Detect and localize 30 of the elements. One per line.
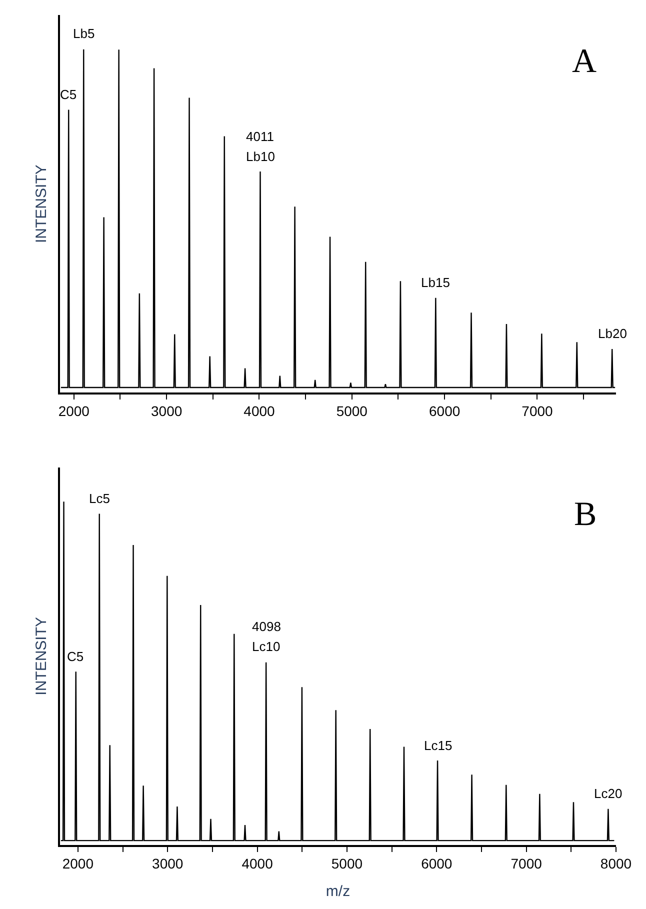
annotation: C5 [60,87,77,102]
annotation: Lb20 [598,326,627,341]
annotation: C5 [67,649,84,664]
x-tick-label: 5000 [331,856,363,872]
x-tick-label: 4000 [242,856,274,872]
x-tick-label: 3000 [152,856,184,872]
x-tick-label: 5000 [336,403,368,420]
annotation: Lc5 [89,491,110,506]
annotation: Lc10 [252,639,280,654]
annotation: Lc15 [424,738,452,753]
x-tick-label: 8000 [600,856,632,872]
x-tick-label: 7000 [522,403,554,420]
annotation: B [574,496,597,533]
annotation: 4098 [252,619,281,634]
y-axis-title: INTENSITY [33,617,50,696]
annotation: Lc20 [594,786,622,801]
x-tick-label: 4000 [244,403,276,420]
annotation: 4011 [246,129,274,144]
x-tick-label: 6000 [428,403,460,420]
x-tick-label: 7000 [510,856,542,872]
x-tick-label: 2000 [62,856,94,872]
x-tick-label: 6000 [421,856,452,872]
annotation: A [572,43,597,80]
annotation: Lb5 [73,26,95,41]
x-axis-title: m/z [326,883,350,900]
annotation: Lb15 [421,275,450,290]
annotation: Lb10 [246,149,275,164]
x-tick-label: 3000 [150,403,182,420]
y-axis-title: INTENSITY [33,164,50,243]
x-tick-label: 2000 [58,403,90,420]
